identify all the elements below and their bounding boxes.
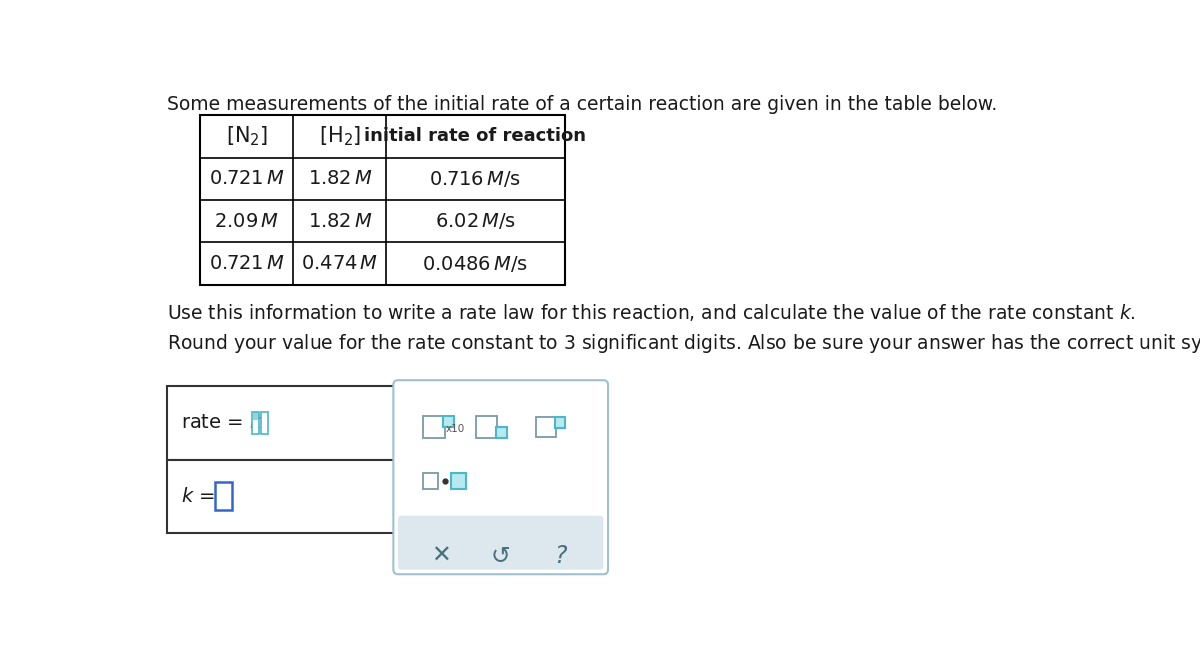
Text: 1.82$\,\mathit{M}$: 1.82$\,\mathit{M}$ [307,212,372,231]
Text: 0.721$\,\mathit{M}$: 0.721$\,\mathit{M}$ [209,254,284,273]
Bar [443,417,454,427]
Text: 2.09$\,\mathit{M}$: 2.09$\,\mathit{M}$ [215,212,280,231]
Bar [260,412,268,434]
Bar [451,473,466,488]
Text: $\mathregular{\left[H_2\right]}$: $\mathregular{\left[H_2\right]}$ [319,125,361,148]
Text: Round your value for the rate constant to $\mathsf{3}$ significant digits. Also : Round your value for the rate constant t… [167,332,1200,355]
Bar [496,427,506,438]
Bar [475,417,497,438]
Text: Use this information to write a rate law for this reaction, and calculate the va: Use this information to write a rate law… [167,302,1135,323]
Bar [253,412,258,420]
FancyBboxPatch shape [398,516,604,569]
Text: 0.474$\,\mathit{M}$: 0.474$\,\mathit{M}$ [301,254,378,273]
Text: 0.721$\,\mathit{M}$: 0.721$\,\mathit{M}$ [209,169,284,188]
Text: 1.82$\,\mathit{M}$: 1.82$\,\mathit{M}$ [307,169,372,188]
Text: initial rate of reaction: initial rate of reaction [365,127,587,146]
Text: Some measurements of the initial rate of a certain reaction are given in the tab: Some measurements of the initial rate of… [167,95,997,114]
Bar [536,417,556,437]
Bar [167,387,396,460]
Bar [422,417,444,438]
Text: $k$ =: $k$ = [181,486,215,505]
Bar [422,473,438,488]
Text: $\mathregular{\left[N_2\right]}$: $\mathregular{\left[N_2\right]}$ [226,125,268,148]
Text: ✕: ✕ [431,544,450,567]
Bar [554,417,565,428]
Text: 0.716$\,\mathit{M}$/s: 0.716$\,\mathit{M}$/s [430,169,522,189]
Text: rate = $k$: rate = $k$ [181,413,263,432]
Text: x10: x10 [445,424,464,434]
Text: ↺: ↺ [491,544,510,567]
Bar [252,412,259,434]
Bar [215,482,232,510]
Text: 6.02$\,\mathit{M}$/s: 6.02$\,\mathit{M}$/s [434,211,516,231]
Bar [200,116,565,285]
FancyBboxPatch shape [394,380,608,574]
Text: ?: ? [554,544,568,567]
Bar [167,460,396,533]
Text: 0.0486$\,\mathit{M}$/s: 0.0486$\,\mathit{M}$/s [422,253,528,274]
